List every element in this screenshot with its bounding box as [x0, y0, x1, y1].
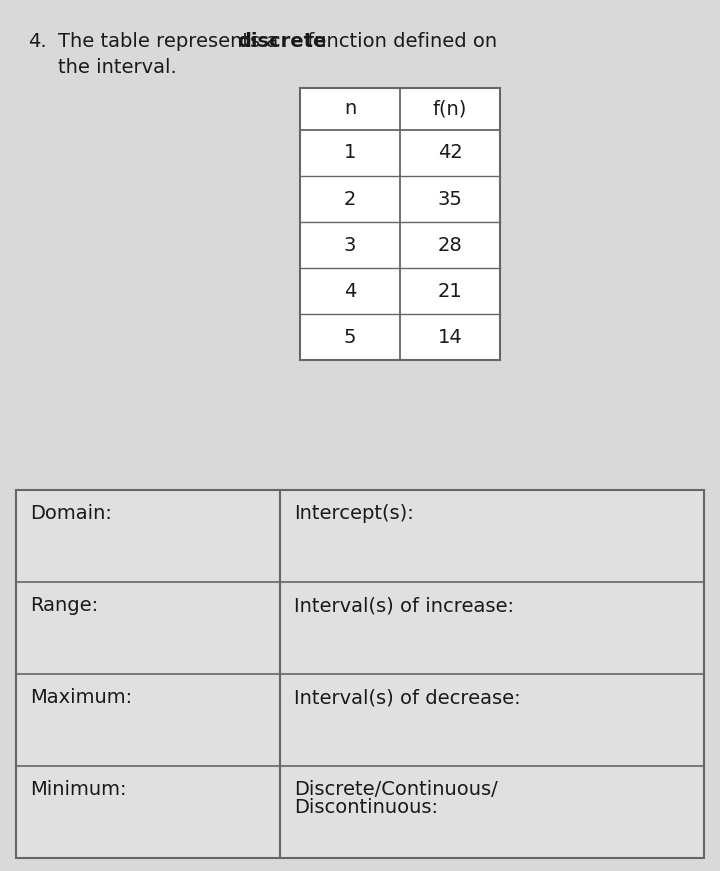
Text: f(n): f(n) [433, 99, 467, 118]
Text: Interval(s) of decrease:: Interval(s) of decrease: [294, 688, 521, 707]
Text: The table represents a: The table represents a [58, 32, 284, 51]
Text: 2: 2 [344, 190, 356, 208]
Text: 1: 1 [344, 144, 356, 163]
Text: n: n [344, 99, 356, 118]
Text: 35: 35 [438, 190, 462, 208]
Text: 14: 14 [438, 327, 462, 347]
Text: Range:: Range: [30, 596, 98, 615]
Text: Intercept(s):: Intercept(s): [294, 504, 414, 523]
Text: 21: 21 [438, 281, 462, 300]
Text: 3: 3 [344, 235, 356, 254]
Text: the interval.: the interval. [58, 58, 176, 77]
Text: Discontinuous:: Discontinuous: [294, 798, 438, 817]
Text: Discrete/Continuous/: Discrete/Continuous/ [294, 780, 498, 799]
Text: Maximum:: Maximum: [30, 688, 132, 707]
Text: 4: 4 [344, 281, 356, 300]
Text: Domain:: Domain: [30, 504, 112, 523]
Bar [300, 88, 500, 360]
Text: 28: 28 [438, 235, 462, 254]
Text: Minimum:: Minimum: [30, 780, 127, 799]
Text: discrete: discrete [237, 32, 326, 51]
Text: 5: 5 [343, 327, 356, 347]
Text: Interval(s) of increase:: Interval(s) of increase: [294, 596, 514, 615]
Text: 4.: 4. [28, 32, 47, 51]
Bar [16, 490, 704, 858]
Text: function defined on: function defined on [301, 32, 497, 51]
Text: 42: 42 [438, 144, 462, 163]
